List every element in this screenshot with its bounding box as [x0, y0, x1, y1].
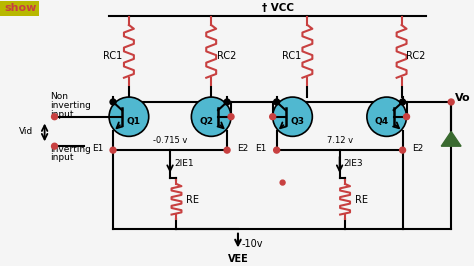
Circle shape: [52, 143, 57, 149]
Circle shape: [270, 114, 276, 120]
Circle shape: [403, 114, 410, 120]
Circle shape: [191, 97, 231, 136]
Text: input: input: [51, 153, 74, 162]
FancyBboxPatch shape: [0, 0, 39, 15]
Text: VEE: VEE: [228, 254, 248, 264]
Text: inverting: inverting: [51, 101, 91, 110]
Text: RC1: RC1: [103, 51, 123, 61]
Polygon shape: [441, 131, 461, 146]
Text: RE: RE: [186, 195, 200, 205]
Circle shape: [224, 99, 230, 105]
Text: E1: E1: [255, 144, 267, 153]
Text: Non: Non: [51, 92, 69, 101]
Circle shape: [400, 147, 406, 153]
Text: show: show: [4, 3, 36, 13]
Circle shape: [273, 97, 312, 136]
Text: 2IE1: 2IE1: [174, 159, 194, 168]
Text: Q1: Q1: [127, 117, 141, 126]
Text: Q4: Q4: [374, 117, 389, 126]
Circle shape: [273, 99, 280, 105]
Text: RC1: RC1: [282, 51, 301, 61]
Circle shape: [273, 147, 280, 153]
Text: RC2: RC2: [218, 51, 237, 61]
Text: Q2: Q2: [199, 117, 213, 126]
Text: input: input: [51, 110, 74, 119]
Circle shape: [448, 99, 454, 105]
Circle shape: [400, 99, 406, 105]
Circle shape: [110, 99, 116, 105]
Text: 7.12 v: 7.12 v: [327, 136, 353, 145]
Circle shape: [109, 97, 149, 136]
Text: -10v: -10v: [242, 239, 264, 250]
Text: Vid: Vid: [18, 127, 33, 136]
Text: RC2: RC2: [406, 51, 425, 61]
Text: E2: E2: [237, 144, 248, 153]
Text: RE: RE: [355, 195, 368, 205]
Text: E2: E2: [412, 144, 424, 153]
Text: Vo: Vo: [455, 93, 471, 103]
Circle shape: [52, 114, 57, 120]
Text: inverting: inverting: [51, 145, 91, 154]
Circle shape: [280, 180, 285, 185]
Circle shape: [367, 97, 407, 136]
Text: E1: E1: [92, 144, 103, 153]
Text: † VCC: † VCC: [262, 3, 293, 13]
Text: -0.715 v: -0.715 v: [153, 136, 187, 145]
Circle shape: [224, 147, 230, 153]
Circle shape: [228, 114, 234, 120]
Circle shape: [110, 147, 116, 153]
Text: Q3: Q3: [291, 117, 304, 126]
Text: 2IE3: 2IE3: [344, 159, 363, 168]
